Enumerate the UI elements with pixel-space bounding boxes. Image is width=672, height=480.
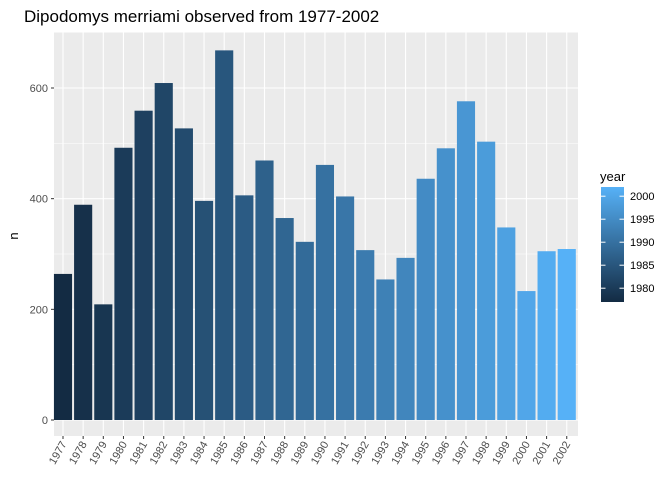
bar-1979 [94,304,113,420]
bar-2002 [557,249,576,420]
x-tick-label: 1995 [410,440,433,467]
bar-1993 [376,279,395,420]
x-axis: 1977197819791980198119821983198419851986… [47,436,573,467]
bar-1988 [275,218,294,420]
x-tick-label: 1994 [390,440,413,467]
bar-1980 [114,147,133,420]
bar-1985 [215,50,234,421]
x-tick-label: 1985 [208,440,231,467]
bar-1994 [396,257,415,420]
legend-tick-label: 1980 [630,283,654,295]
bar-1986 [235,195,254,420]
x-tick-label: 1982 [148,440,171,467]
x-tick-label: 1981 [128,440,151,467]
x-tick-label: 1996 [430,440,453,467]
x-tick-label: 1984 [188,440,211,467]
y-tick-label: 600 [30,83,48,95]
bar-1982 [154,83,173,421]
x-tick-label: 1986 [228,440,251,467]
y-tick-label: 200 [30,304,48,316]
legend-tick-label: 1990 [630,237,654,249]
y-tick-label: 0 [42,415,48,427]
x-tick-label: 1993 [369,440,392,467]
bar-1983 [174,128,193,420]
x-tick-label: 1999 [490,440,513,467]
bar-2000 [517,291,536,420]
bar-1990 [315,164,335,420]
chart-title: Dipodomys merriami observed from 1977-20… [24,7,379,26]
legend-tick-label: 1985 [630,260,654,272]
legend-ticks: 1980 1985 1990 1995 2000 [601,191,654,295]
bar-1987 [255,160,274,421]
bar-1996 [436,148,455,420]
x-tick-label: 2000 [510,440,533,467]
bar-2001 [537,251,556,420]
bar-1984 [194,200,214,420]
x-tick-label: 1983 [168,440,191,467]
bar-1999 [497,227,516,420]
x-tick-label: 2001 [531,440,554,467]
x-tick-label: 1979 [87,440,110,467]
bar-1989 [295,241,314,420]
y-axis-title: n [6,232,21,239]
x-tick-label: 1998 [470,440,493,467]
bar-1978 [74,204,93,420]
x-tick-label: 1989 [289,440,312,467]
x-tick-label: 1988 [269,440,292,467]
y-tick-label: 400 [30,194,48,206]
bar-1977 [53,273,73,420]
x-tick-label: 1997 [450,440,473,467]
x-tick-label: 1991 [329,440,352,467]
legend-colorbar [601,187,624,302]
y-axis: 0 200 400 600 [30,83,54,427]
bar-1995 [416,178,435,420]
legend-tick-label: 2000 [630,191,654,203]
x-tick-label: 1987 [248,440,271,467]
bar-1997 [456,101,476,420]
bar-1981 [134,110,153,420]
x-tick-label: 1977 [47,440,70,467]
x-tick-label: 1978 [67,440,90,467]
legend: year 1980 1985 1990 1995 2000 [600,169,654,302]
x-tick-label: 1990 [309,440,332,467]
bar-1992 [356,250,375,420]
x-tick-label: 2002 [551,440,574,467]
x-tick-label: 1980 [107,440,130,467]
bars [53,50,576,421]
legend-tick-label: 1995 [630,214,654,226]
bar-1998 [477,141,496,421]
bar-1991 [336,196,355,420]
x-tick-label: 1992 [349,440,372,467]
legend-title: year [600,169,626,184]
